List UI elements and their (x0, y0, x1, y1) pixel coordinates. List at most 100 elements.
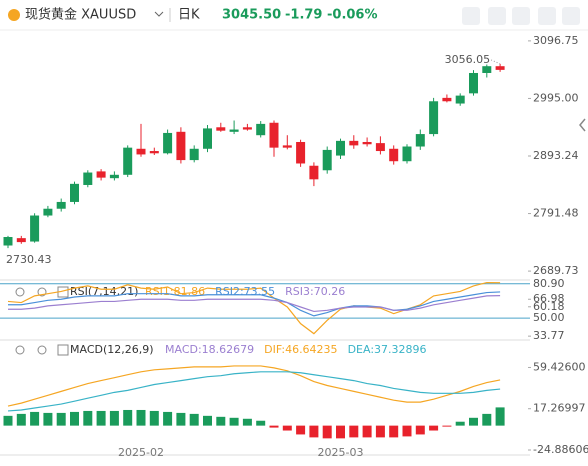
y-tick-label: 33.77 (533, 329, 565, 342)
candle-body (242, 127, 252, 130)
histogram-bar (109, 410, 119, 426)
candle-body (216, 127, 226, 131)
histogram-bar (442, 425, 452, 427)
candle-body (349, 140, 359, 146)
candle-body (336, 140, 345, 156)
eye-icon[interactable] (15, 345, 25, 355)
candle-body (43, 208, 53, 216)
candle-body (322, 149, 332, 171)
indicator-line (7, 371, 501, 412)
histogram-bar (56, 412, 66, 426)
histogram-bar (163, 411, 173, 426)
histogram-bar (189, 413, 199, 426)
histogram-bar (16, 413, 26, 426)
y-tick-label: 17.26997 (533, 402, 586, 415)
histogram-bar (269, 425, 279, 428)
y-tick-label: 59.42600 (533, 360, 586, 373)
style-button[interactable] (512, 7, 530, 25)
candle-body (203, 128, 212, 149)
histogram-bar (123, 409, 133, 426)
gold-icon (8, 9, 20, 21)
low-annotation: 2730.43 (6, 253, 52, 266)
y-tick-label: 3096.75 (533, 34, 579, 47)
histogram-bar (242, 418, 252, 426)
candle-body (282, 145, 292, 148)
indicator-button[interactable] (462, 7, 480, 25)
histogram-bar (43, 412, 53, 426)
candle-body (256, 123, 266, 136)
candle-body (455, 95, 465, 104)
x-tick-label: 2025-02 (118, 446, 164, 459)
histogram-bar (482, 413, 492, 426)
candle-body (16, 238, 26, 243)
candle-body (269, 122, 279, 148)
legend-entry: RSI3:70.26 (285, 285, 345, 298)
histogram-bar (296, 425, 306, 435)
candle-body (495, 66, 505, 70)
change-pct: -0.06% (327, 8, 378, 23)
y-tick-label: 2791.48 (533, 207, 579, 220)
candle-body (229, 129, 239, 132)
histogram-bar (136, 409, 146, 426)
candle-body (109, 174, 119, 179)
x-tick-label: 2025-03 (318, 446, 364, 459)
histogram-bar (375, 425, 385, 438)
change: -1.79 (285, 8, 322, 23)
price: 3045.50 (222, 8, 281, 23)
dropdown-arrow[interactable] (154, 11, 164, 17)
y-tick-label: 80.90 (533, 277, 565, 290)
histogram-bar (282, 425, 292, 431)
y-tick-label: 66.98 (533, 292, 565, 305)
histogram-bar (389, 425, 399, 438)
histogram-bar (362, 425, 372, 438)
candle-body (362, 141, 372, 145)
y-tick-label: 50.00 (533, 311, 565, 324)
histogram-bar (256, 420, 266, 426)
histogram-bar (30, 411, 40, 426)
draw-button[interactable] (488, 7, 506, 25)
histogram-bar (429, 425, 439, 431)
candle-body (442, 97, 452, 102)
collapse-arrow[interactable] (579, 118, 586, 132)
legend-entry: DEA:37.32896 (348, 343, 427, 356)
high-annotation: 3056.05 (445, 53, 491, 66)
histogram-bar (322, 425, 332, 439)
candle-body (123, 147, 133, 175)
candle-body (149, 151, 159, 154)
period[interactable]: 日K (178, 8, 200, 23)
symbol[interactable]: 现货黄金 XAUUSD (25, 7, 136, 23)
candle-body (469, 72, 478, 94)
histogram-bar (96, 410, 106, 426)
legend-entry: MACD:18.62679 (165, 343, 254, 356)
histogram-bar (495, 407, 505, 426)
settings-icon[interactable] (37, 287, 47, 297)
indicator-line (7, 365, 501, 407)
eye-icon[interactable] (15, 287, 25, 297)
histogram-bar (3, 415, 13, 426)
histogram-bar (70, 411, 79, 426)
histogram-bar (149, 410, 159, 426)
expand-icon[interactable] (57, 344, 69, 356)
settings-button[interactable] (562, 7, 580, 25)
histogram-bar (469, 417, 478, 426)
candle-body (482, 66, 492, 73)
fullscreen-button[interactable] (538, 7, 556, 25)
candle-body (296, 141, 306, 164)
y-tick-label: 2893.24 (533, 149, 579, 162)
histogram-bar (415, 425, 425, 435)
candle-body (389, 148, 399, 162)
histogram-bar (455, 421, 465, 426)
candle-body (163, 132, 173, 154)
candle-body (375, 143, 385, 152)
indicator-line (7, 281, 501, 335)
histogram-bar (83, 410, 93, 426)
legend-entry: DIF:46.64235 (264, 343, 337, 356)
candle-body (176, 131, 186, 161)
histogram-bar (349, 425, 359, 438)
candle-body (70, 183, 79, 202)
candle-body (189, 148, 199, 161)
settings-icon[interactable] (37, 345, 47, 355)
histogram-bar (203, 415, 212, 426)
histogram-bar (176, 412, 186, 426)
